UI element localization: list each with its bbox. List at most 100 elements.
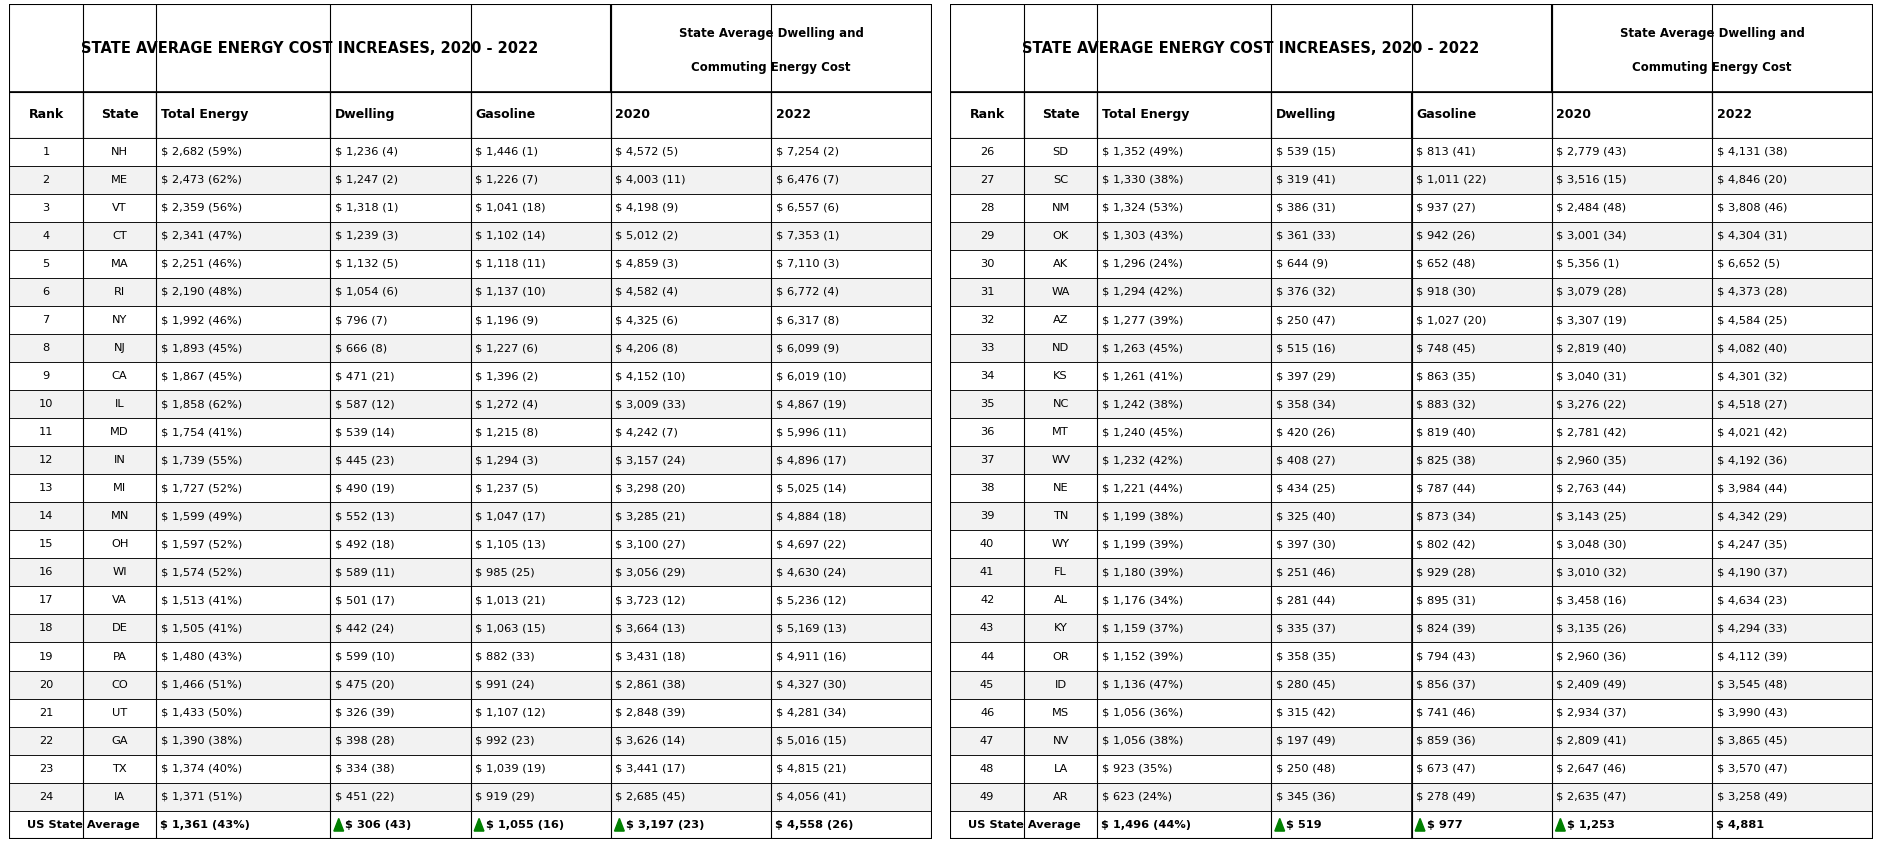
Text: $ 991 (24): $ 991 (24)	[474, 679, 534, 690]
Polygon shape	[333, 819, 344, 831]
Text: $ 992 (23): $ 992 (23)	[474, 736, 534, 746]
Text: $ 3,010 (32): $ 3,010 (32)	[1556, 567, 1626, 577]
Text: $ 3,984 (44): $ 3,984 (44)	[1716, 483, 1788, 493]
Text: $ 4,301 (32): $ 4,301 (32)	[1716, 371, 1788, 381]
Text: 42: 42	[981, 595, 994, 605]
Bar	[9, 587, 83, 615]
Bar	[1553, 390, 1713, 418]
Text: State: State	[102, 108, 139, 121]
Text: $ 673 (47): $ 673 (47)	[1415, 764, 1475, 774]
Text: 5: 5	[43, 259, 49, 269]
Text: $ 2,781 (42): $ 2,781 (42)	[1556, 427, 1626, 438]
Bar	[772, 475, 932, 502]
Bar	[772, 782, 932, 811]
Bar	[470, 166, 612, 194]
Bar	[1024, 92, 1097, 137]
Text: 18: 18	[40, 624, 53, 633]
Text: $ 1,296 (24%): $ 1,296 (24%)	[1103, 259, 1184, 269]
Bar	[1097, 390, 1270, 418]
Bar	[612, 166, 772, 194]
Text: $ 4,003 (11): $ 4,003 (11)	[615, 175, 685, 185]
Bar	[1713, 194, 1873, 222]
Text: KY: KY	[1054, 624, 1067, 633]
Text: NE: NE	[1052, 483, 1069, 493]
Text: $ 3,157 (24): $ 3,157 (24)	[615, 455, 685, 465]
Text: $ 501 (17): $ 501 (17)	[335, 595, 395, 605]
Text: $ 475 (20): $ 475 (20)	[335, 679, 395, 690]
Bar	[950, 4, 1553, 92]
Bar	[156, 782, 329, 811]
Bar	[950, 446, 1024, 475]
Text: 39: 39	[981, 512, 994, 521]
Text: Dwelling: Dwelling	[1276, 108, 1336, 121]
Text: $ 4,294 (33): $ 4,294 (33)	[1716, 624, 1788, 633]
Bar	[1713, 502, 1873, 530]
Text: $ 1,054 (6): $ 1,054 (6)	[335, 287, 397, 297]
Bar	[1412, 754, 1553, 782]
Bar	[1713, 558, 1873, 587]
Bar	[1412, 418, 1553, 446]
Text: $ 1,272 (4): $ 1,272 (4)	[474, 399, 538, 409]
Text: $ 644 (9): $ 644 (9)	[1276, 259, 1329, 269]
Text: $ 358 (35): $ 358 (35)	[1276, 652, 1336, 662]
Bar	[1270, 446, 1412, 475]
Bar	[1713, 811, 1873, 839]
Bar	[329, 92, 470, 137]
Bar	[772, 306, 932, 334]
Bar	[329, 811, 470, 839]
Text: 43: 43	[981, 624, 994, 633]
Text: $ 3,865 (45): $ 3,865 (45)	[1716, 736, 1788, 746]
Text: 14: 14	[40, 512, 53, 521]
Text: $ 3,626 (14): $ 3,626 (14)	[615, 736, 685, 746]
Text: $ 1,294 (3): $ 1,294 (3)	[474, 455, 538, 465]
Bar	[83, 587, 156, 615]
Bar	[1024, 166, 1097, 194]
Text: $ 1,199 (39%): $ 1,199 (39%)	[1103, 540, 1184, 550]
Bar	[470, 642, 612, 670]
Bar	[470, 222, 612, 250]
Bar	[156, 811, 329, 839]
Bar	[772, 137, 932, 166]
Bar	[9, 278, 83, 306]
Text: $ 2,635 (47): $ 2,635 (47)	[1556, 792, 1626, 802]
Bar	[1270, 137, 1412, 166]
Text: $ 4,697 (22): $ 4,697 (22)	[775, 540, 845, 550]
Text: MT: MT	[1052, 427, 1069, 438]
Text: $ 278 (49): $ 278 (49)	[1415, 792, 1475, 802]
Text: $ 1,599 (49%): $ 1,599 (49%)	[162, 512, 243, 521]
Text: $ 1,236 (4): $ 1,236 (4)	[335, 147, 397, 157]
Text: $ 335 (37): $ 335 (37)	[1276, 624, 1336, 633]
Text: $ 7,110 (3): $ 7,110 (3)	[775, 259, 839, 269]
Text: GA: GA	[111, 736, 128, 746]
Bar	[1713, 727, 1873, 754]
Text: $ 1,433 (50%): $ 1,433 (50%)	[162, 707, 243, 717]
Text: $ 4,198 (9): $ 4,198 (9)	[615, 203, 679, 212]
Bar	[1024, 475, 1097, 502]
Text: $ 1,105 (13): $ 1,105 (13)	[474, 540, 546, 550]
Bar	[1097, 699, 1270, 727]
Bar	[950, 418, 1024, 446]
Bar	[1412, 137, 1553, 166]
Text: AK: AK	[1054, 259, 1069, 269]
Text: 27: 27	[981, 175, 994, 185]
Bar	[950, 222, 1024, 250]
Text: $ 4,884 (18): $ 4,884 (18)	[775, 512, 847, 521]
Text: $ 539 (15): $ 539 (15)	[1276, 147, 1336, 157]
Text: $ 4,192 (36): $ 4,192 (36)	[1716, 455, 1788, 465]
Text: $ 859 (36): $ 859 (36)	[1415, 736, 1475, 746]
Bar	[772, 334, 932, 362]
Text: MN: MN	[111, 512, 128, 521]
Bar	[1097, 615, 1270, 642]
Text: $ 4,881: $ 4,881	[1716, 819, 1763, 830]
Bar	[83, 194, 156, 222]
Text: $ 2,359 (56%): $ 2,359 (56%)	[162, 203, 243, 212]
Bar	[612, 530, 772, 558]
Text: $ 895 (31): $ 895 (31)	[1415, 595, 1475, 605]
Text: $ 3,431 (18): $ 3,431 (18)	[615, 652, 685, 662]
Text: $ 552 (13): $ 552 (13)	[335, 512, 395, 521]
Bar	[950, 587, 1024, 615]
Bar	[470, 390, 612, 418]
Text: 22: 22	[40, 736, 53, 746]
Bar	[1270, 782, 1412, 811]
Bar	[1553, 446, 1713, 475]
